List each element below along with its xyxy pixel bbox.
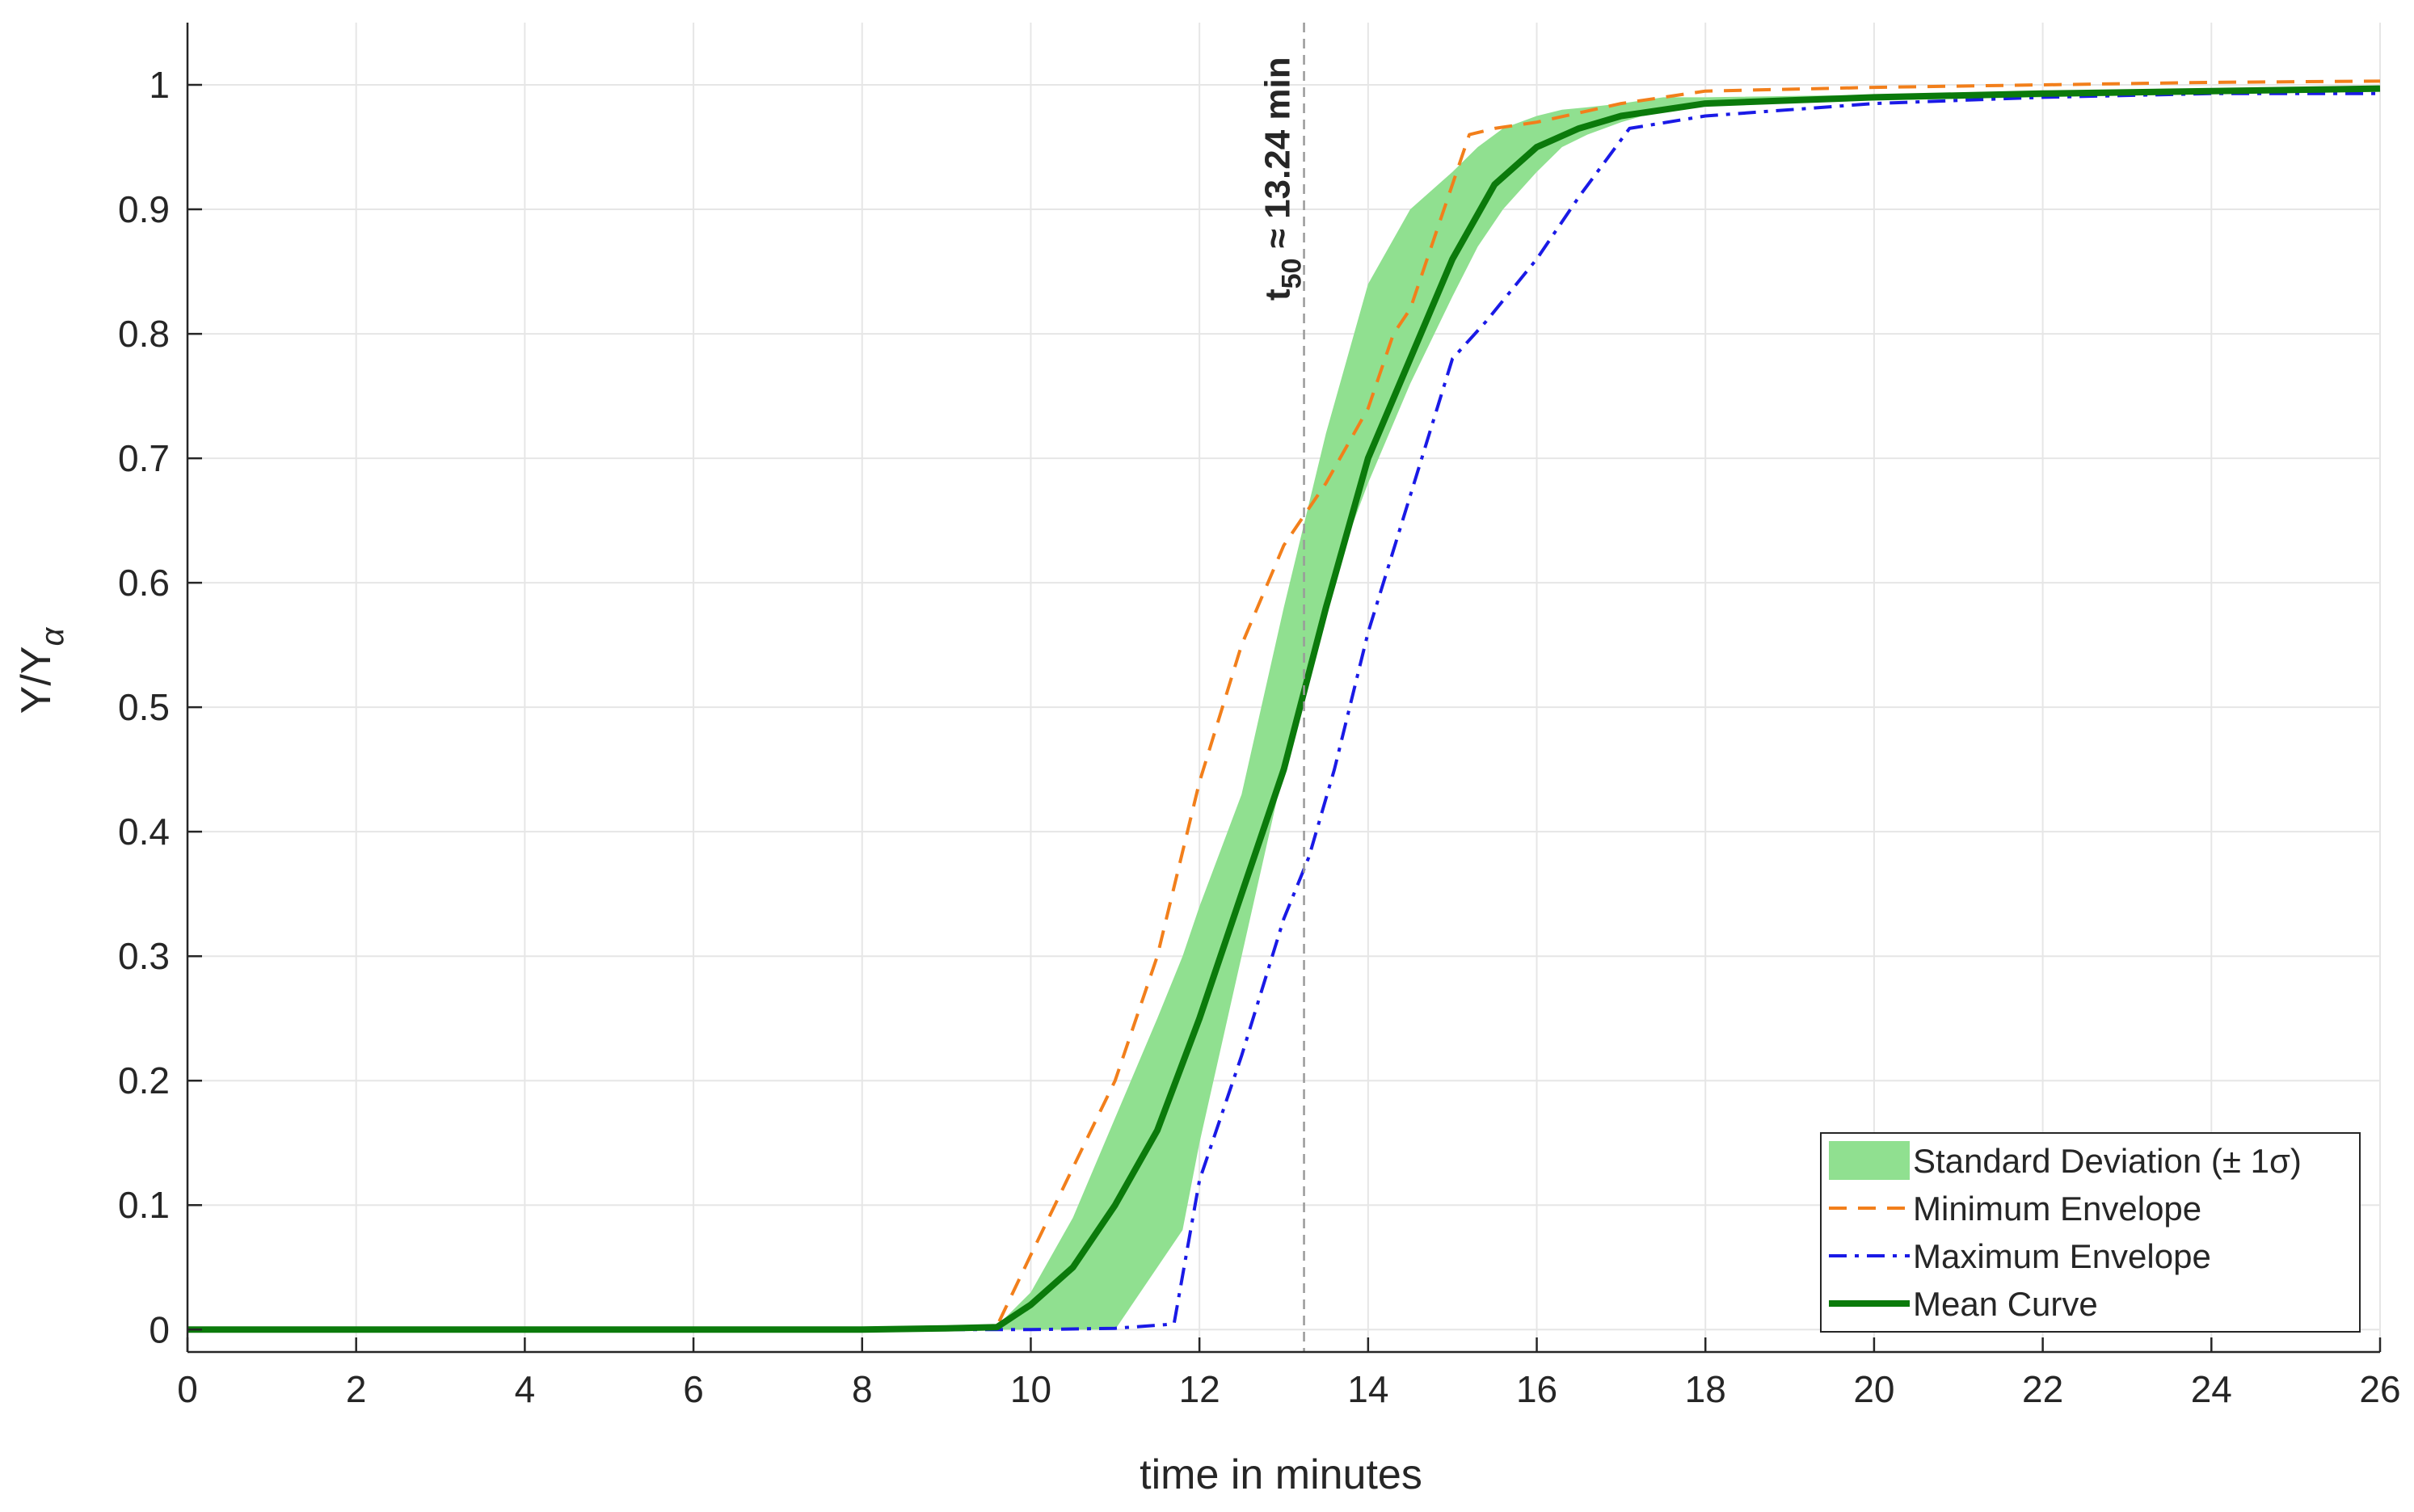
x-tick-label-7: 14 xyxy=(1347,1368,1388,1410)
series-layer xyxy=(187,79,2381,1333)
y-axis-label-main: Y/Y xyxy=(13,646,60,714)
y-tick-label-8: 0.8 xyxy=(118,313,170,355)
y-axis-label: Y/Yα xyxy=(13,626,70,714)
x-axis-label: time in minutes xyxy=(1140,1451,1422,1498)
x-tick-label-2: 4 xyxy=(515,1368,536,1410)
mean-curve-line xyxy=(187,85,2381,1333)
y-tick-label-4: 0.4 xyxy=(118,811,170,853)
y-tick-label-1: 0.1 xyxy=(118,1184,170,1226)
minimum-envelope-line xyxy=(187,79,2381,1332)
y-tick-label-10: 1 xyxy=(149,64,170,106)
maximum-envelope-line xyxy=(187,91,2380,1332)
y-tick-label-7: 0.7 xyxy=(118,437,170,479)
x-tick-label-6: 12 xyxy=(1179,1368,1220,1410)
y-tick-label-5: 0.5 xyxy=(118,686,170,728)
y-axis-label-subscript: α xyxy=(35,626,70,646)
legend-label-minimum-envelope: Minimum Envelope xyxy=(1913,1190,2201,1228)
legend-label-standard-deviation-1: Standard Deviation (± 1σ) xyxy=(1913,1142,2302,1180)
legend: Standard Deviation (± 1σ) Minimum Envelop… xyxy=(1820,1132,2361,1333)
t50-annotation-label: t50 ≈ 13.24 min xyxy=(1258,57,1308,301)
std-deviation-band xyxy=(996,87,2380,1330)
y-tick-label-3: 0.3 xyxy=(118,935,170,977)
x-tick-label-0: 0 xyxy=(177,1368,198,1410)
y-tick-label-2: 0.2 xyxy=(118,1059,170,1101)
x-tick-label-11: 22 xyxy=(2022,1368,2063,1410)
axes xyxy=(186,23,2382,1354)
x-tick-label-5: 10 xyxy=(1010,1368,1051,1410)
t50-annotation-subscript: 50 xyxy=(1277,259,1308,289)
svg-text:Y/Yα: Y/Yα xyxy=(13,626,70,714)
legend-label-maximum-envelope: Maximum Envelope xyxy=(1913,1237,2211,1275)
t50-annotation-text: t50 ≈ 13.24 min xyxy=(1258,57,1308,301)
t50-annotation-prefix: t xyxy=(1258,289,1298,301)
legend-box xyxy=(1820,1132,2361,1333)
legend-label-mean-curve: Mean Curve xyxy=(1913,1285,2098,1323)
y-tick-label-6: 0.6 xyxy=(118,562,170,604)
x-tick-label-9: 18 xyxy=(1685,1368,1726,1410)
y-tick-label-0: 0 xyxy=(149,1308,170,1350)
grid xyxy=(187,23,2381,1352)
x-tick-label-10: 20 xyxy=(1853,1368,1894,1410)
x-tick-label-3: 6 xyxy=(683,1368,704,1410)
x-tick-label-8: 16 xyxy=(1516,1368,1557,1410)
x-tick-label-4: 8 xyxy=(852,1368,873,1410)
y-tick-label-9: 0.9 xyxy=(118,188,170,230)
annotation-layer: t50 ≈ 13.24 min xyxy=(1258,23,1308,1352)
std-band-layer xyxy=(996,87,2380,1330)
x-tick-label-12: 24 xyxy=(2191,1368,2232,1410)
x-tick-label-1: 2 xyxy=(346,1368,367,1410)
x-tick-label-13: 26 xyxy=(2359,1368,2400,1410)
tick-labels: 0 2 4 6 8 10 12 14 16 18 20 22 24 2600.10.20.30.40.50… xyxy=(118,64,2401,1410)
t50-annotation-suffix: ≈ 13.24 min xyxy=(1258,57,1298,258)
legend-swatch-standard-deviation-1 xyxy=(1829,1141,1910,1180)
